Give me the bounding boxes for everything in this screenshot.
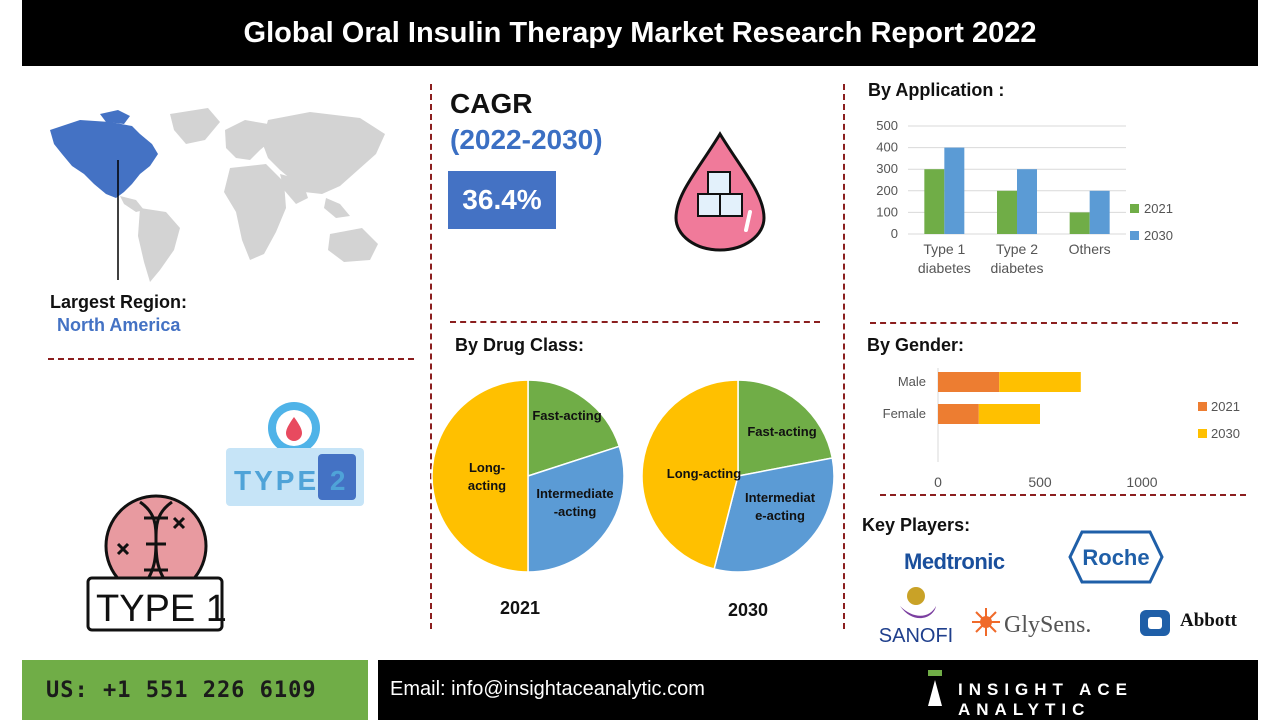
pie-slice-long-acting xyxy=(431,379,529,573)
pie-slice-intermediate-acting xyxy=(713,457,835,573)
x-tick-label: Type 2 xyxy=(996,241,1038,257)
cagr-title: CAGR xyxy=(450,88,533,119)
pie-label-long-acting: Long- xyxy=(469,460,505,475)
bar-2021-1 xyxy=(997,190,1017,234)
gender-chart: 0 500 1000 Male Female 2021 2030 xyxy=(883,368,1240,490)
sanofi-logo: SANOFI xyxy=(879,587,953,647)
roche-logo: Roche xyxy=(1068,530,1164,584)
footer-brand: INSIGHT ACE ANALYTIC xyxy=(958,680,1133,719)
divider-right xyxy=(843,84,845,629)
x-tick-label: 1000 xyxy=(1126,474,1157,490)
cagr-value: 36.4% xyxy=(462,184,542,215)
y-tick-label: 0 xyxy=(891,226,898,241)
legend-label-2030: 2030 xyxy=(1144,228,1173,243)
footer-email[interactable]: Email: info@insightaceanalytic.com xyxy=(390,678,705,700)
pie-label-intermediate-acting: e-acting xyxy=(755,508,805,523)
type1-diabetes-icon: TYPE 1 xyxy=(86,494,227,632)
glysens-logo: GlySens. xyxy=(972,608,1091,638)
pie-label-long-acting: acting xyxy=(468,478,506,493)
legend-swatch-2030 xyxy=(1198,429,1207,438)
pie-label-fast-acting: Fast-acting xyxy=(747,424,816,439)
pie-2021-year: 2021 xyxy=(500,598,541,618)
gender-title: By Gender: xyxy=(867,335,965,355)
region-label: Largest Region: xyxy=(50,292,188,312)
bar-2030-0 xyxy=(944,147,965,234)
insight-ace-logo-icon xyxy=(928,670,942,706)
footer-phone[interactable]: US: +1 551 226 6109 xyxy=(46,677,317,703)
drug-class-title: By Drug Class: xyxy=(455,335,585,355)
pie-label-intermediate-acting: -acting xyxy=(554,504,597,519)
legend-swatch-2021 xyxy=(1198,402,1207,411)
world-map xyxy=(50,108,385,282)
bar-2030-1 xyxy=(1017,169,1037,234)
report-title: Global Oral Insulin Therapy Market Resea… xyxy=(243,16,1037,49)
pie-slice-intermediate-acting xyxy=(527,445,625,573)
divider-gender xyxy=(880,494,1246,496)
bar-2021-2 xyxy=(1069,212,1090,234)
bar-2030-female xyxy=(978,404,1040,424)
north-america-highlight xyxy=(50,120,158,198)
legend-label-2021: 2021 xyxy=(1144,201,1173,216)
roche-text: Roche xyxy=(1082,545,1149,570)
cagr-years: (2022-2030) xyxy=(450,124,603,155)
divider-application xyxy=(870,322,1238,324)
blood-drop-icon xyxy=(674,131,766,252)
abbott-text: Abbott xyxy=(1180,610,1238,631)
y-tick-label: 100 xyxy=(876,204,898,219)
report-title-bar: Global Oral Insulin Therapy Market Resea… xyxy=(22,0,1258,66)
pie-chart-2030: Fast-acting Intermediat e-acting Long-actin… xyxy=(641,379,835,573)
category-label: Female xyxy=(883,406,926,421)
legend-swatch-2021 xyxy=(1130,204,1139,213)
bar-2021-0 xyxy=(924,169,945,234)
pie-label-long-acting: Long-acting xyxy=(667,466,741,481)
pie-label-fast-acting: Fast-acting xyxy=(532,408,601,423)
divider-cagr xyxy=(450,321,820,323)
divider-left xyxy=(430,84,432,629)
y-tick-label: 500 xyxy=(876,118,898,133)
sanofi-text: SANOFI xyxy=(879,625,953,647)
pie-chart-2021: Fast-acting Intermediate -acting Long-actin… xyxy=(431,379,625,573)
cagr-value-box: 36.4% xyxy=(448,171,556,229)
x-tick-label: Others xyxy=(1069,241,1111,257)
application-title: By Application : xyxy=(868,80,1005,100)
x-tick-label: Type 1 xyxy=(923,241,965,257)
pie-label-intermediate-acting: Intermediate xyxy=(536,486,613,501)
pie-slice-fast-acting xyxy=(527,379,621,478)
divider-region xyxy=(48,358,414,360)
x-tick-label: 0 xyxy=(934,474,942,490)
y-tick-label: 200 xyxy=(876,183,898,198)
abbott-logo: Abbott xyxy=(1140,610,1238,636)
pie-slice-fast-acting xyxy=(737,379,834,477)
type2-diabetes-icon: TYPE 2 xyxy=(226,402,364,506)
pie-2030-year: 2030 xyxy=(728,600,769,620)
application-chart: 0 100 200 300 400 500 Type 1 diabetes Type 2 diab… xyxy=(876,118,1173,276)
type1-text: TYPE 1 xyxy=(96,588,227,630)
x-tick-label: 500 xyxy=(1028,474,1052,490)
y-tick-label: 300 xyxy=(876,161,898,176)
bar-2030-male xyxy=(999,372,1081,392)
glysens-text: GlySens. xyxy=(1004,612,1091,638)
footer-phone-bar: US: +1 551 226 6109 xyxy=(22,660,368,720)
region-value: North America xyxy=(57,315,181,335)
pie-slice-long-acting xyxy=(641,379,739,570)
x-tick-label: diabetes xyxy=(991,260,1044,276)
bar-2030-2 xyxy=(1089,190,1110,234)
x-tick-label: diabetes xyxy=(918,260,971,276)
legend-swatch-2030 xyxy=(1130,231,1139,240)
bar-2021-male xyxy=(938,372,1000,392)
pie-label-intermediate-acting: Intermediat xyxy=(745,490,816,505)
category-label: Male xyxy=(898,374,926,389)
bar-2021-female xyxy=(938,404,979,424)
key-players-title: Key Players: xyxy=(862,515,971,535)
medtronic-logo: Medtronic xyxy=(904,549,1005,574)
legend-label-2030: 2030 xyxy=(1211,426,1240,441)
legend-label-2021: 2021 xyxy=(1211,399,1240,414)
type2-text: TYPE 2 xyxy=(234,465,348,496)
y-tick-label: 400 xyxy=(876,140,898,155)
footer-contact-bar: Email: info@insightaceanalytic.com INSIG… xyxy=(378,660,1258,720)
